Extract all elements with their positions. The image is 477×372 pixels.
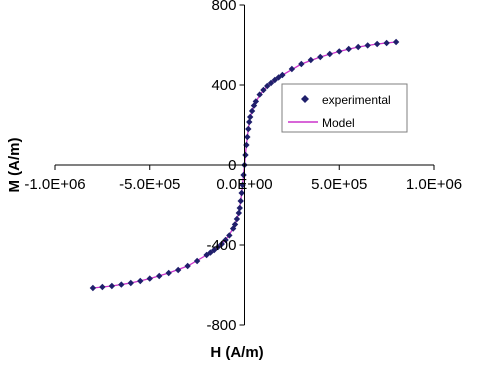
experimental-point — [89, 284, 97, 292]
y-tick-label: 0 — [228, 157, 236, 174]
experimental-point — [165, 269, 172, 277]
experimental-point — [99, 283, 106, 291]
experimental-point — [383, 39, 390, 47]
experimental-point — [364, 42, 371, 49]
x-tick-label: 0.0E+00 — [216, 176, 272, 193]
experimental-point — [174, 266, 182, 274]
experimental-point — [156, 272, 163, 280]
axes — [54, 4, 435, 326]
experimental-point — [336, 48, 343, 55]
experimental-point — [392, 38, 400, 46]
tick-labels: -1.0E+06 -5.0E+05 0.0E+00 5.0E+05 1.0E+06 -80… — [24, 0, 462, 334]
legend-label-experimental: experimental — [322, 93, 391, 107]
y-tick-label: 400 — [211, 77, 236, 94]
experimental-point — [226, 232, 233, 239]
experimental-point — [298, 60, 305, 68]
experimental-point — [193, 257, 201, 265]
experimental-point — [108, 282, 116, 290]
experimental-point — [233, 215, 241, 223]
y-tick-label: 800 — [211, 0, 236, 14]
experimental-point — [267, 79, 275, 87]
experimental-point — [317, 53, 324, 61]
experimental-point — [214, 243, 222, 251]
experimental-point — [236, 204, 243, 212]
x-tick-label: 5.0E+05 — [311, 176, 367, 193]
experimental-point — [256, 91, 263, 98]
experimental-point — [238, 189, 245, 197]
experimental-point — [252, 98, 260, 105]
experimental-point — [345, 45, 352, 53]
experimental-point — [237, 197, 244, 205]
y-tick-label: -800 — [206, 317, 236, 334]
experimental-point — [210, 246, 218, 254]
experimental-point — [307, 56, 315, 64]
experimental-point — [275, 74, 282, 81]
experimental-point — [184, 262, 191, 270]
experimental-point — [242, 151, 249, 159]
experimental-point — [260, 86, 267, 94]
legend-marker-experimental-icon — [301, 95, 309, 103]
x-axis-title: H (A/m) — [210, 344, 263, 361]
experimental-point — [118, 281, 125, 288]
legend: experimental Model — [281, 83, 408, 133]
y-axis-title: M (A/m) — [6, 138, 23, 193]
experimental-point — [137, 277, 144, 285]
legend-label-model: Model — [322, 116, 355, 130]
experimental-point — [222, 236, 229, 244]
experimental-point — [146, 275, 153, 282]
experimental-point — [279, 71, 286, 79]
experimental-point — [264, 82, 271, 90]
experimental-point — [244, 133, 251, 141]
x-tick-label: 1.0E+06 — [406, 176, 462, 193]
experimental-point — [218, 240, 225, 248]
experimental-point — [246, 113, 254, 121]
experimental-point — [245, 125, 252, 133]
experimental-point — [326, 50, 333, 58]
experimental-point — [127, 279, 134, 287]
experimental-point — [248, 107, 256, 115]
experimental-point — [240, 171, 247, 179]
experimental-point — [235, 209, 243, 217]
experimental-point — [246, 118, 253, 126]
experimental-point — [373, 40, 381, 48]
x-tick-label: -1.0E+06 — [24, 176, 85, 193]
experimental-point — [355, 43, 362, 51]
x-tick-label: -5.0E+05 — [119, 176, 180, 193]
experimental-point — [288, 65, 296, 73]
y-tick-label: -400 — [206, 237, 236, 254]
legend-box — [281, 83, 408, 133]
experimental-point — [231, 221, 239, 228]
